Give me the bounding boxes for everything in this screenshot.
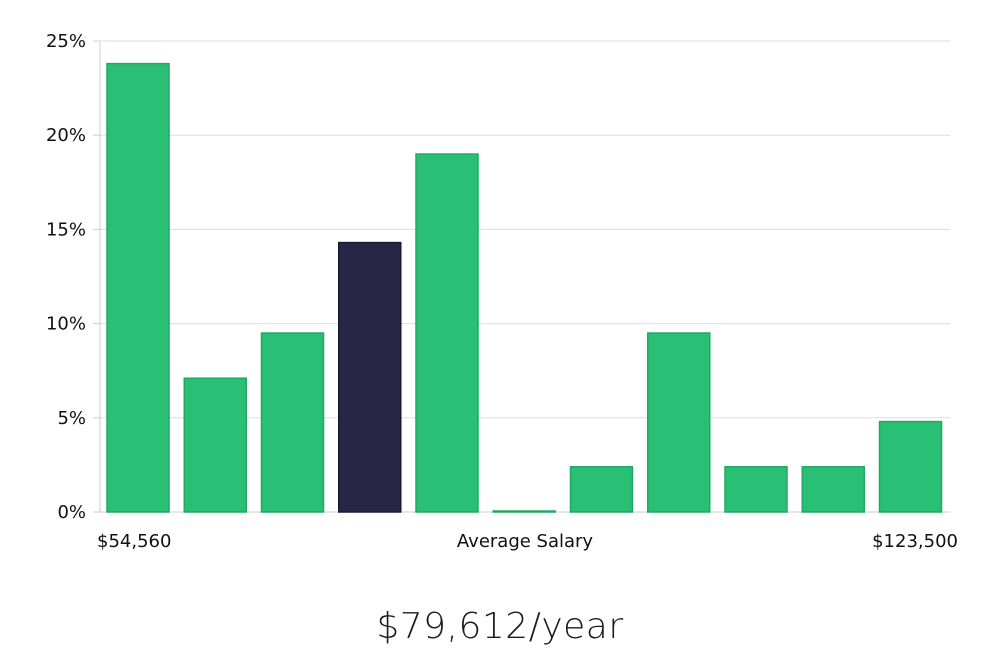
bar	[801, 466, 865, 513]
y-tick-label: 0%	[57, 502, 86, 523]
bar	[415, 153, 479, 513]
y-tick-labels: 0% 5% 10% 15% 20% 25%	[46, 31, 86, 523]
x-max-label: $123,500	[872, 531, 958, 552]
y-tick-label: 20%	[46, 125, 86, 146]
bar-highlighted	[338, 241, 402, 513]
salary-histogram: 0% 5% 10% 15% 20% 25% $54,560 Average Salary …	[46, 31, 958, 552]
bar	[183, 377, 247, 513]
y-tick-label: 25%	[46, 31, 86, 52]
y-tick-label: 5%	[57, 408, 86, 429]
bar	[106, 62, 170, 513]
x-axis-labels: $54,560 Average Salary $123,500	[97, 531, 958, 552]
bar	[260, 332, 325, 513]
y-tick-label: 15%	[46, 219, 86, 240]
average-salary-value: $79,612/year	[376, 606, 624, 647]
bar	[492, 510, 556, 513]
x-min-label: $54,560	[97, 531, 171, 552]
bars	[106, 62, 943, 513]
bar	[647, 332, 711, 513]
x-center-label: Average Salary	[457, 531, 594, 552]
bar	[569, 466, 634, 513]
bar	[724, 466, 788, 513]
y-tick-label: 10%	[46, 314, 86, 335]
bar	[878, 420, 943, 513]
